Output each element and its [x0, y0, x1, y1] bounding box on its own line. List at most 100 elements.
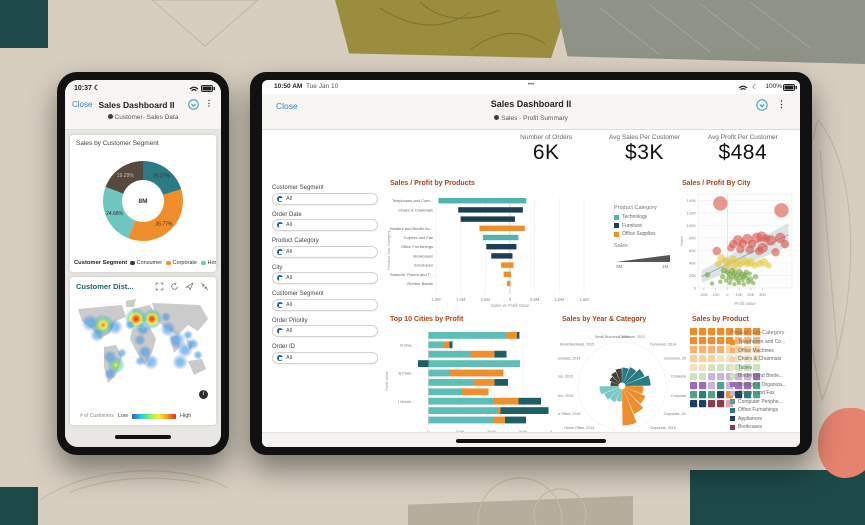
filter-input-product-category[interactable]: All [272, 245, 378, 258]
rose-sector[interactable] [604, 387, 620, 400]
waffle-cell[interactable] [708, 337, 716, 345]
rose-sector[interactable] [609, 388, 621, 403]
waffle-cell[interactable] [690, 364, 698, 372]
city-bubble[interactable] [750, 280, 756, 286]
heat-spot[interactable] [125, 320, 135, 330]
waffle-cell[interactable] [708, 364, 716, 372]
collapse-icon[interactable] [200, 282, 209, 291]
home-indicator[interactable] [115, 435, 171, 439]
sales-bar[interactable] [460, 216, 510, 222]
customer-segment-donut-chart[interactable]: 20.27% 35.77% 24.68% 19.29% 8M [91, 149, 195, 253]
waffle-cell[interactable] [735, 373, 743, 381]
city-bubble[interactable] [723, 278, 729, 283]
waffle-cell[interactable] [717, 346, 725, 354]
city-bar-segment[interactable] [518, 397, 542, 405]
city-bar-segment[interactable] [449, 369, 504, 377]
waffle-cell[interactable] [735, 328, 743, 336]
refresh-icon[interactable] [170, 282, 179, 291]
waffle-cell[interactable] [690, 328, 698, 336]
waffle-cell[interactable] [744, 337, 752, 345]
city-bubble[interactable] [771, 248, 780, 257]
heat-spot[interactable] [136, 322, 150, 336]
waffle-cell[interactable] [717, 328, 725, 336]
waffle-cell[interactable] [690, 382, 698, 390]
city-bar-segment[interactable] [428, 369, 450, 377]
heat-spot[interactable] [143, 354, 159, 370]
profit-bar[interactable] [510, 244, 517, 250]
map-info-icon[interactable]: i [199, 390, 208, 399]
donut-card[interactable]: Sales by Customer Segment 20.27% 35.77% 24… [70, 135, 216, 272]
city-bar-segment[interactable] [493, 397, 519, 405]
donut-slice[interactable] [143, 161, 182, 195]
heat-spot[interactable] [90, 328, 104, 342]
waffle-cell[interactable] [690, 391, 698, 399]
filter-input-order-date[interactable]: All [272, 219, 378, 231]
waffle-cell[interactable] [744, 346, 752, 354]
waffle-cell[interactable] [735, 391, 743, 399]
profit-bar[interactable] [510, 234, 519, 241]
profit-bar[interactable] [510, 198, 527, 204]
profit-bar[interactable] [510, 225, 525, 231]
rose-sector[interactable] [622, 389, 637, 426]
donut-slice[interactable] [128, 189, 183, 241]
city-bar-segment[interactable] [473, 379, 495, 386]
rose-sector[interactable] [624, 368, 645, 385]
city-bubble[interactable] [745, 245, 754, 255]
filter-input-customer-segment[interactable]: All [272, 192, 378, 205]
city-bubble[interactable] [713, 196, 728, 211]
waffle-cell[interactable] [708, 355, 716, 363]
profit-bar[interactable] [510, 253, 513, 259]
waffle-cell[interactable] [690, 373, 698, 381]
profit-bar[interactable] [510, 271, 511, 277]
waffle-cell[interactable] [753, 373, 761, 381]
customer-distribution-map[interactable] [70, 294, 216, 398]
rose-sector[interactable] [623, 367, 637, 384]
profit-bar[interactable] [510, 207, 523, 213]
waffle-cell[interactable] [699, 328, 707, 336]
waffle-cell[interactable] [744, 382, 752, 390]
heat-spot[interactable] [183, 330, 193, 340]
heat-spot[interactable] [161, 312, 171, 322]
close-button[interactable]: Close [276, 101, 298, 111]
rose-sector[interactable] [616, 389, 622, 402]
city-bubble[interactable] [714, 260, 722, 268]
city-bar-segment[interactable] [470, 350, 495, 358]
city-bubble[interactable] [732, 281, 737, 287]
city-bar-segment[interactable] [428, 341, 444, 349]
heat-spot[interactable] [193, 350, 203, 360]
city-bubble[interactable] [747, 271, 752, 276]
waffle-cell[interactable] [735, 355, 743, 363]
sales-profit-products-chart[interactable]: 1.5M 1.0M 0.5M 0 0.5M 1.0M 1.5M Telephones and … [384, 190, 602, 308]
waffle-cell[interactable] [717, 364, 725, 372]
city-bar-segment[interactable] [443, 341, 450, 349]
city-bar-segment[interactable] [428, 388, 462, 396]
sales-bar[interactable] [491, 253, 510, 259]
city-bubble[interactable] [775, 232, 786, 244]
city-bar-segment[interactable] [505, 416, 526, 424]
heat-spot[interactable] [187, 338, 199, 350]
donut-slice[interactable] [105, 161, 144, 194]
city-bubble[interactable] [724, 262, 731, 270]
city-bubble[interactable] [712, 246, 722, 256]
city-bar-negative[interactable] [418, 360, 429, 367]
city-bubble[interactable] [718, 279, 723, 284]
waffle-cell[interactable] [744, 364, 752, 372]
filter-input-city[interactable]: All [272, 272, 378, 284]
waffle-cell[interactable] [735, 337, 743, 345]
profit-bar[interactable] [510, 216, 515, 222]
rose-sector[interactable] [610, 381, 619, 386]
rose-sector[interactable] [625, 375, 651, 386]
city-bar-segment[interactable] [497, 407, 501, 414]
city-bubble[interactable] [774, 203, 789, 218]
waffle-cell[interactable] [699, 355, 707, 363]
filter-input-order-priority[interactable]: All [272, 325, 378, 337]
heat-spot[interactable] [117, 348, 127, 358]
city-bar-segment[interactable] [428, 397, 494, 405]
waffle-cell[interactable] [753, 391, 761, 399]
waffle-cell[interactable] [690, 337, 698, 345]
share-icon[interactable] [185, 282, 194, 291]
city-bubble[interactable] [765, 235, 777, 246]
city-bubble[interactable] [780, 239, 790, 249]
waffle-cell[interactable] [717, 355, 725, 363]
sales-bar[interactable] [458, 207, 510, 213]
